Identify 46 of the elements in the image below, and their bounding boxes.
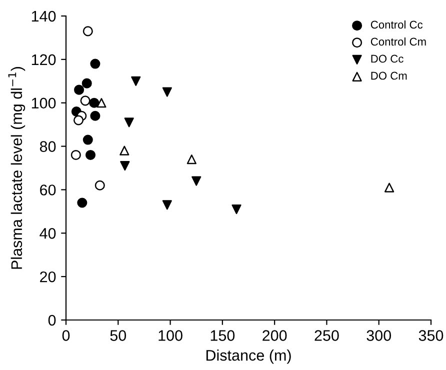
x-tick-label: 100: [158, 330, 182, 341]
x-tick-label: 250: [314, 330, 339, 341]
point: [186, 154, 196, 164]
point: [77, 198, 88, 208]
x-tick-label: 300: [366, 330, 392, 341]
point: [162, 87, 172, 97]
point: [232, 204, 242, 214]
y-tick-label: 80: [40, 141, 56, 152]
point: [120, 161, 130, 171]
y-tick-label: 40: [40, 228, 56, 239]
point: [85, 150, 96, 160]
x-tick-label: 50: [110, 330, 126, 341]
x-tick-label: 0: [62, 330, 70, 341]
y-tick-label: 0: [48, 314, 56, 326]
y-axis-title: Plasma lactate level (mg dl$^{−1}$): [8, 67, 26, 269]
point: [131, 76, 141, 86]
x-axis-title: Distance (m): [206, 350, 291, 364]
x-tick-label: 150: [210, 330, 235, 341]
point: [80, 96, 90, 106]
y-tick-label: 100: [32, 98, 56, 109]
legend-label: DO Cc: [371, 54, 404, 63]
y-tick-label: 140: [32, 10, 56, 22]
point: [162, 200, 172, 210]
point: [70, 150, 81, 160]
point: [90, 58, 100, 69]
x-tick-label: 200: [262, 330, 287, 341]
point: [124, 118, 134, 128]
legend-label: Control Cm: [370, 37, 426, 46]
y-tick-label: 20: [40, 271, 56, 282]
point: [384, 182, 394, 192]
point: [96, 98, 106, 108]
legend-label: Control Cc: [370, 20, 423, 29]
point: [82, 78, 92, 88]
point: [74, 84, 84, 95]
point: [90, 110, 100, 121]
y-tick-label: 120: [32, 54, 56, 66]
y-tick-label: 60: [40, 184, 56, 196]
point: [89, 98, 100, 108]
point: [120, 146, 130, 156]
point: [73, 115, 84, 126]
point: [94, 180, 105, 190]
point: [192, 176, 202, 186]
legend-label: DO Cm: [371, 72, 407, 80]
point: [82, 134, 93, 145]
x-tick-label: 350: [418, 330, 444, 341]
point: [82, 26, 93, 36]
